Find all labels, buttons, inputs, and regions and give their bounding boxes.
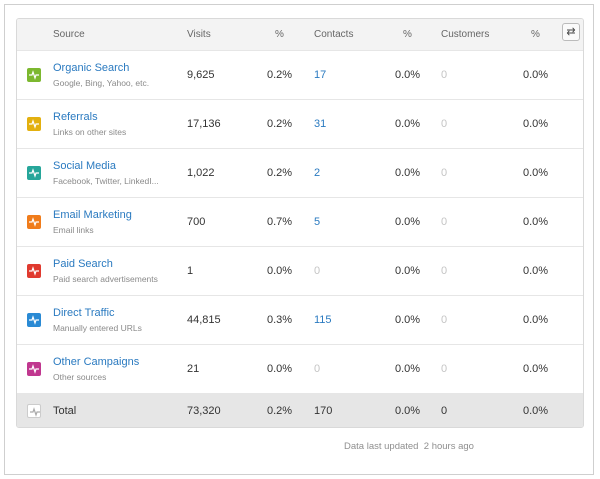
total-row: Total 73,320 0.2% 170 0.0% 0 0.0% [17, 394, 583, 427]
total-label: Total [53, 405, 77, 417]
total-visits: 73,320 [187, 405, 221, 417]
source-cell: Organic Search Google, Bing, Yahoo, etc. [53, 62, 149, 88]
source-name-link[interactable]: Other Campaigns [53, 356, 140, 368]
visits-value: 17,136 [187, 118, 221, 130]
contacts-pct-value: 0.0% [395, 265, 421, 277]
last-updated-value: 2 hours ago [423, 441, 474, 452]
table-row: Social Media Facebook, Twitter, LinkedI..… [17, 149, 583, 198]
pulse-icon [27, 68, 41, 82]
contacts-pct-value: 0.0% [395, 69, 421, 81]
pulse-icon [27, 362, 41, 376]
visits-pct-value: 0.2% [267, 167, 293, 179]
contacts-pct-value: 0.0% [395, 363, 421, 375]
total-contacts: 170 [314, 405, 333, 417]
source-description: Google, Bing, Yahoo, etc. [53, 78, 150, 88]
visits-pct-value: 0.3% [267, 314, 293, 326]
contacts-value[interactable]: 5 [314, 216, 321, 228]
visits-value: 1 [187, 265, 194, 277]
table-row: Direct Traffic Manually entered URLs 44,81… [17, 296, 583, 345]
visits-pct-value: 0.2% [267, 118, 293, 130]
contacts-value[interactable]: 2 [314, 167, 321, 179]
header-customers-pct[interactable]: % [531, 29, 540, 40]
customers-pct-value: 0.0% [523, 69, 549, 81]
customers-pct-value: 0.0% [523, 314, 549, 326]
pulse-icon [27, 264, 41, 278]
contacts-value[interactable]: 31 [314, 118, 327, 130]
header-customers[interactable]: Customers [441, 29, 490, 40]
sources-table: Source Visits % Contacts % Customers % ⇄… [16, 18, 584, 428]
customers-value: 0 [441, 363, 448, 375]
visits-pct-value: 0.0% [267, 363, 293, 375]
source-description: Facebook, Twitter, LinkedI... [53, 176, 159, 186]
contacts-pct-value: 0.0% [395, 167, 421, 179]
customers-value: 0 [441, 314, 448, 326]
visits-value: 21 [187, 363, 200, 375]
source-cell: Email Marketing Email links [53, 209, 132, 235]
total-contacts-pct: 0.0% [395, 405, 421, 417]
contacts-value[interactable]: 17 [314, 69, 327, 81]
contacts-value[interactable]: 115 [314, 314, 332, 326]
source-cell: Other Campaigns Other sources [53, 356, 139, 382]
contacts-pct-value: 0.0% [395, 314, 421, 326]
source-cell: Direct Traffic Manually entered URLs [53, 307, 142, 333]
visits-pct-value: 0.2% [267, 69, 293, 81]
source-name-link[interactable]: Referrals [53, 111, 98, 123]
table-header: Source Visits % Contacts % Customers % ⇄ [17, 19, 583, 51]
total-customers-pct: 0.0% [523, 405, 549, 417]
pulse-icon [27, 117, 41, 131]
contacts-pct-value: 0.0% [395, 118, 421, 130]
source-description: Links on other sites [53, 127, 127, 137]
visits-value: 1,022 [187, 167, 215, 179]
customers-value: 0 [441, 265, 448, 277]
last-updated-label: Data last updated [344, 441, 419, 452]
table-row: Other Campaigns Other sources 21 0.0% 0 0.0% 0… [17, 345, 583, 394]
contacts-value: 0 [314, 265, 321, 277]
customers-pct-value: 0.0% [523, 167, 549, 179]
total-pulse-icon [27, 404, 41, 418]
customers-pct-value: 0.0% [523, 363, 549, 375]
visits-value: 44,815 [187, 314, 221, 326]
source-name-link[interactable]: Organic Search [53, 62, 130, 74]
pulse-icon [27, 313, 41, 327]
source-description: Email links [53, 225, 94, 235]
total-customers: 0 [441, 405, 448, 417]
customers-value: 0 [441, 118, 448, 130]
customers-pct-value: 0.0% [523, 216, 549, 228]
header-contacts[interactable]: Contacts [314, 29, 354, 40]
contacts-value: 0 [314, 363, 321, 375]
contacts-pct-value: 0.0% [395, 216, 421, 228]
customers-value: 0 [441, 167, 448, 179]
customers-value: 0 [441, 69, 448, 81]
source-description: Paid search advertisements [53, 274, 158, 284]
visits-pct-value: 0.7% [267, 216, 293, 228]
customers-value: 0 [441, 216, 448, 228]
pulse-icon [27, 166, 41, 180]
source-cell: Social Media Facebook, Twitter, LinkedI..… [53, 160, 159, 186]
source-description: Other sources [53, 372, 107, 382]
last-updated: Data last updated 2 hours ago [344, 441, 474, 452]
table-row: Paid Search Paid search advertisements 1 0.… [17, 247, 583, 296]
total-visits-pct: 0.2% [267, 405, 293, 417]
table-row: Organic Search Google, Bing, Yahoo, etc. 9… [17, 51, 583, 100]
table-row: Email Marketing Email links 700 0.7% 5 0.0% 0 0… [17, 198, 583, 247]
source-name-link[interactable]: Email Marketing [53, 209, 132, 221]
header-contacts-pct[interactable]: % [403, 29, 412, 40]
customers-pct-value: 0.0% [523, 118, 549, 130]
customers-pct-value: 0.0% [523, 265, 549, 277]
header-source[interactable]: Source [53, 29, 85, 40]
table-row: Referrals Links on other sites 17,136 0.2% 3… [17, 100, 583, 149]
swap-arrows-icon[interactable]: ⇄ [562, 23, 580, 41]
source-name-link[interactable]: Social Media [53, 160, 116, 172]
visits-pct-value: 0.0% [267, 265, 293, 277]
source-name-link[interactable]: Direct Traffic [53, 307, 115, 319]
source-cell: Referrals Links on other sites [53, 111, 126, 137]
header-visits-pct[interactable]: % [275, 29, 284, 40]
source-cell: Paid Search Paid search advertisements [53, 258, 158, 284]
source-name-link[interactable]: Paid Search [53, 258, 113, 270]
visits-value: 700 [187, 216, 206, 228]
source-description: Manually entered URLs [53, 323, 142, 333]
header-visits[interactable]: Visits [187, 29, 211, 40]
pulse-icon [27, 215, 41, 229]
visits-value: 9,625 [187, 69, 215, 81]
